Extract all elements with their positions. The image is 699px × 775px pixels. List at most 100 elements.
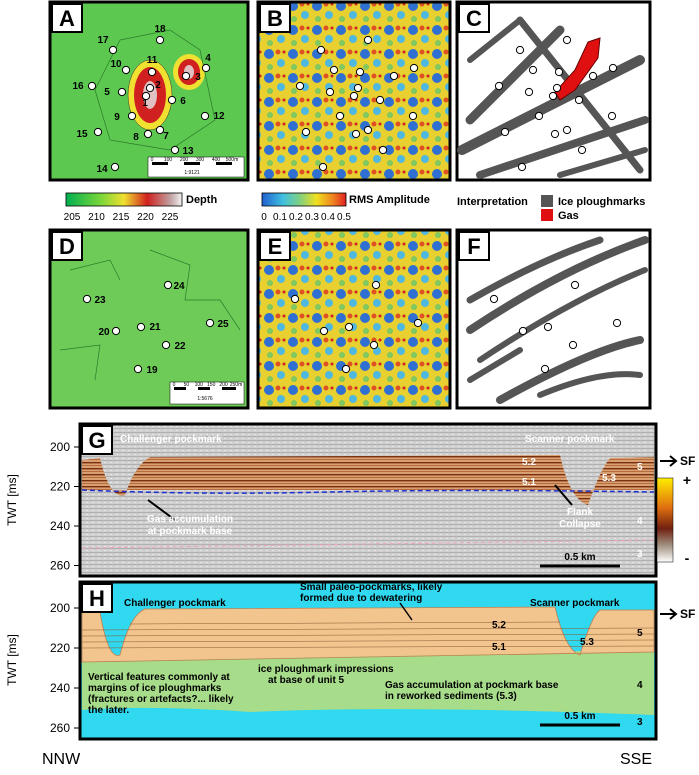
sample-point (133, 364, 143, 374)
sample-point (518, 326, 528, 336)
panel-c: C (455, 0, 652, 182)
colorbar-tick: 0.2 (289, 212, 303, 223)
legend-item: Gas (558, 210, 579, 222)
sample-point (155, 35, 165, 45)
panel-a: A (48, 0, 250, 182)
sample-point (335, 111, 345, 121)
annotation: at base of unit 5 (268, 675, 345, 686)
sample-point (351, 129, 361, 139)
unit-label: 5.1 (522, 477, 536, 488)
axis-title: TWT [ms] (5, 634, 19, 686)
colorbar-tick: 0.5 (337, 212, 351, 223)
unit-label: 5.3 (580, 637, 594, 648)
unit-label: 4 (637, 516, 643, 527)
point-label: 10 (110, 59, 122, 70)
sample-point (612, 318, 622, 328)
sample-point (353, 83, 363, 93)
amp-label: + (683, 472, 691, 488)
sample-point (170, 145, 180, 155)
scale-bar: 0.5 km (564, 711, 595, 722)
legend-item: Ice ploughmarks (558, 196, 645, 208)
panel-d: D (48, 228, 250, 410)
point-label: 9 (114, 112, 120, 123)
tick-label: 260 (50, 559, 70, 573)
sample-point (517, 162, 527, 172)
sample-point (87, 81, 97, 91)
sample-point (341, 364, 351, 374)
tick-label: 200 (50, 601, 70, 615)
sample-point (319, 326, 329, 336)
sample-point (554, 67, 564, 77)
sample-point (143, 129, 153, 139)
annotation: margins of ice ploughmarks (88, 683, 222, 694)
sample-point (167, 95, 177, 105)
panel-label: G (88, 428, 105, 453)
annotation: Gas accumulation (147, 514, 233, 525)
scale-bar: 0.5 km (564, 552, 595, 563)
sample-point (494, 81, 504, 91)
point-label: 14 (96, 164, 108, 175)
scale-tick: 100 (195, 382, 204, 388)
colorbar-tick: 205 (64, 212, 81, 223)
sample-point (349, 91, 359, 101)
tick-label: 220 (50, 480, 70, 494)
scale-tick: 200 (219, 382, 228, 388)
point-label: 25 (217, 319, 229, 330)
legend: Interpretation Ice ploughmarks Gas (457, 195, 645, 222)
sample-point (552, 83, 562, 93)
sample-point (389, 71, 399, 81)
sample-point (205, 318, 215, 328)
sample-point (550, 129, 560, 139)
colorbar-tick: 0.3 (305, 212, 319, 223)
point-label: 15 (76, 129, 88, 140)
point-label: 7 (163, 131, 169, 142)
scale-tick: 150 (207, 382, 216, 388)
annotation: Flank (567, 507, 594, 518)
point-label: 19 (146, 365, 158, 376)
sample-point (570, 280, 580, 290)
colorbar-tick: 210 (88, 212, 105, 223)
sample-point (325, 87, 335, 97)
sample-point (301, 127, 311, 137)
point-label: 1 (142, 98, 148, 109)
sample-point (408, 111, 418, 121)
panel-f: F (455, 228, 652, 410)
panel-label: B (267, 6, 283, 31)
annotation: Scanner pockmark (530, 598, 620, 609)
sample-point (540, 364, 550, 374)
unit-label: 4 (637, 680, 643, 691)
sample-point (371, 280, 381, 290)
annotation: at pockmark base (148, 526, 233, 537)
point-label: 16 (72, 81, 84, 92)
sample-point (163, 280, 173, 290)
sample-point (363, 35, 373, 45)
sample-point (318, 162, 328, 172)
unit-label: 3 (637, 717, 643, 728)
unit-label: 3 (637, 549, 643, 560)
sample-point (127, 111, 137, 121)
point-label: 2 (155, 80, 161, 91)
sample-point (534, 111, 544, 121)
scale-tick: 300 (196, 157, 205, 163)
sample-point (607, 111, 617, 121)
colorbar-tick: 220 (137, 212, 154, 223)
sample-point (562, 125, 572, 135)
amp-label: - (685, 550, 690, 566)
tick-label: 220 (50, 641, 70, 655)
panel-e: E (256, 228, 452, 410)
sample-point (161, 340, 171, 350)
sample-point (290, 294, 300, 304)
scale-tick: 250m (230, 382, 243, 388)
sample-point (316, 45, 326, 55)
scale-tick: 100 (164, 157, 173, 163)
sample-point (141, 91, 151, 101)
colorbar-title: RMS Amplitude (349, 194, 430, 206)
panel-label: F (467, 234, 480, 259)
sample-point (577, 145, 587, 155)
sample-point (500, 127, 510, 137)
panel-b: B (256, 0, 452, 182)
tick-label: 240 (50, 681, 70, 695)
scale-ratio: 1:5676 (197, 396, 213, 402)
